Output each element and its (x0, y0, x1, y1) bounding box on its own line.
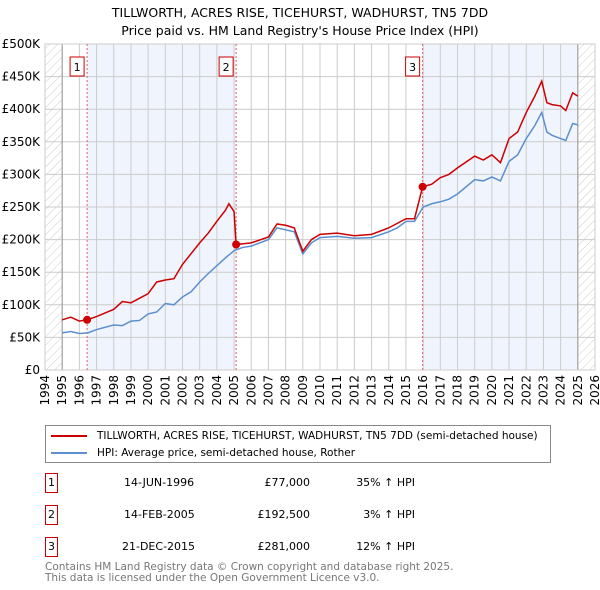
footer-copyright: Contains HM Land Registry data © Crown c… (45, 561, 454, 573)
x-tick-label: 2018 (451, 375, 465, 406)
sale-marker-number: 1 (45, 473, 58, 493)
y-tick-label: £500K (2, 37, 42, 51)
sale-hpi-diff: 12% ↑ HPI (356, 540, 415, 553)
chart-subtitle: Price paid vs. HM Land Registry's House … (121, 23, 478, 38)
sale-marker-label: 3 (409, 61, 416, 74)
x-tick-label: 2025 (571, 375, 585, 406)
x-tick-label: 2008 (279, 375, 293, 406)
sale-price: £192,500 (257, 508, 311, 521)
x-tick-label: 1996 (72, 375, 86, 406)
legend-swatch-red (51, 435, 87, 437)
sale-marker-number: 3 (45, 537, 58, 557)
x-tick-label: 1995 (55, 375, 69, 406)
hpi-line (62, 110, 578, 335)
x-tick-label: 2001 (158, 375, 172, 406)
legend-label: TILLWORTH, ACRES RISE, TICEHURST, WADHUR… (97, 430, 538, 442)
sale-marker-number: 2 (45, 505, 58, 525)
sale-point (232, 240, 241, 249)
sale-marker-box (69, 56, 85, 77)
x-tick-label: 2003 (193, 375, 207, 406)
x-tick-label: 2006 (244, 375, 258, 406)
footer-licence: This data is licensed under the Open Gov… (45, 572, 380, 584)
x-tick-label: 2017 (433, 375, 447, 406)
plot-border (44, 43, 596, 371)
sale-price: £281,000 (257, 540, 311, 553)
x-tick-label: 2023 (536, 375, 550, 406)
sale-marker-box (405, 56, 421, 77)
x-tick-label: 2022 (519, 375, 533, 406)
chart-title: TILLWORTH, ACRES RISE, TICEHURST, WADHUR… (111, 5, 488, 20)
sale-row: 3 21-DEC-2015 £281,000 12% ↑ HPI (45, 537, 585, 557)
sale-point (418, 182, 427, 191)
x-tick-label: 2010 (313, 375, 327, 406)
sale-date: 21-DEC-2015 (122, 540, 196, 553)
x-tick-label: 2012 (347, 375, 361, 406)
x-tick-label: 2009 (296, 375, 310, 406)
y-tick-label: £200K (2, 233, 42, 247)
sale-row: 1 14-JUN-1996 £77,000 35% ↑ HPI (45, 473, 585, 493)
sale-marker-label: 2 (223, 61, 230, 74)
y-tick-label: £100K (2, 298, 42, 312)
sale-row: 2 14-FEB-2005 £192,500 3% ↑ HPI (45, 505, 585, 525)
price-chart: TILLWORTH, ACRES RISE, TICEHURST, WADHUR… (2, 5, 600, 406)
sale-date: 14-FEB-2005 (124, 508, 195, 521)
legend-swatch-blue (51, 452, 87, 454)
sale-date: 14-JUN-1996 (124, 476, 195, 489)
x-tick-label: 2002 (176, 375, 190, 406)
x-tick-label: 2013 (365, 375, 379, 406)
sale-marker-box (218, 56, 234, 77)
x-tick-label: 2014 (382, 375, 396, 406)
legend: TILLWORTH, ACRES RISE, TICEHURST, WADHUR… (45, 425, 551, 463)
x-tick-label: 1999 (124, 375, 138, 406)
y-tick-label: £400K (2, 102, 42, 116)
x-tick-label: 1998 (107, 375, 121, 406)
x-tick-label: 2024 (554, 375, 568, 406)
x-tick-label: 2026 (588, 375, 600, 406)
x-tick-label: 2000 (141, 375, 155, 406)
price-paid-line (61, 78, 579, 322)
y-tick-label: £50K (9, 330, 41, 344)
x-tick-label: 2007 (261, 375, 275, 406)
sale-point (83, 315, 92, 324)
y-tick-label: £350K (2, 135, 42, 149)
sale-hpi-diff: 3% ↑ HPI (363, 508, 415, 521)
x-tick-label: 2016 (416, 375, 430, 406)
x-tick-label: 2005 (227, 375, 241, 406)
sale-hpi-diff: 35% ↑ HPI (356, 476, 415, 489)
legend-item-property: TILLWORTH, ACRES RISE, TICEHURST, WADHUR… (51, 428, 538, 444)
x-tick-label: 2011 (330, 375, 344, 406)
y-tick-label: £300K (2, 167, 42, 181)
legend-label: HPI: Average price, semi-detached house,… (97, 447, 356, 459)
sale-marker-label: 1 (74, 61, 81, 74)
x-tick-label: 2019 (468, 375, 482, 406)
x-tick-label: 2021 (502, 375, 516, 406)
x-tick-label: 2004 (210, 375, 224, 406)
x-tick-label: 2015 (399, 375, 413, 406)
x-tick-label: 1994 (38, 375, 52, 406)
legend-item-hpi: HPI: Average price, semi-detached house,… (51, 445, 355, 461)
x-tick-label: 1997 (90, 375, 104, 406)
footer: Contains HM Land Registry data © Crown c… (45, 562, 453, 584)
y-tick-label: £450K (2, 70, 42, 84)
y-tick-label: £250K (2, 200, 42, 214)
y-tick-label: £150K (2, 265, 42, 279)
sale-price: £77,000 (264, 476, 311, 489)
y-tick-label: £0 (25, 363, 40, 377)
x-tick-label: 2020 (485, 375, 499, 406)
